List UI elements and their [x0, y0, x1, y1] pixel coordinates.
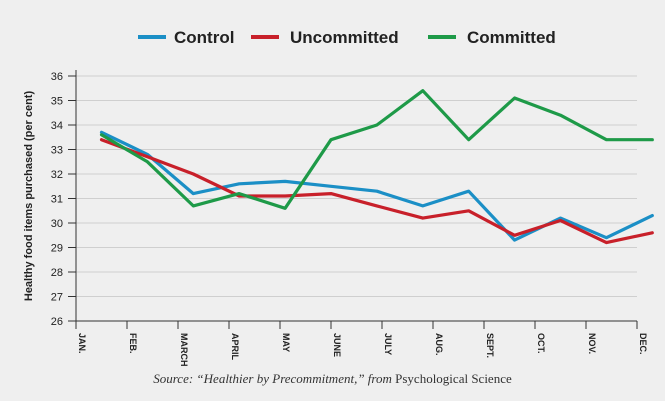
legend: Control Uncommitted Committed — [138, 28, 556, 47]
series-line-committed — [99, 89, 654, 210]
x-tick-label: SEPT. — [485, 333, 495, 358]
source-note: Source: “Healthier by Precommitment,” fr… — [0, 371, 665, 387]
x-tick-label: JUNE — [332, 333, 342, 357]
source-prefix: Source: “Healthier by Precommitment,” fr… — [153, 371, 396, 386]
y-tick-label: 29 — [51, 243, 63, 255]
y-tick-label: 31 — [51, 194, 63, 206]
x-tick-label: JULY — [383, 333, 393, 355]
y-tick-label: 27 — [51, 292, 63, 304]
y-axis-title: Healthy food items purchased (per cent) — [23, 91, 35, 302]
y-tick-label: 35 — [51, 96, 63, 108]
x-tick-label: OCT. — [536, 333, 546, 354]
legend-label-committed: Committed — [467, 28, 556, 47]
x-tick-label: JAN. — [77, 333, 87, 354]
legend-label-control: Control — [174, 28, 234, 47]
y-tick-label: 32 — [51, 169, 63, 181]
legend-label-uncommitted: Uncommitted — [290, 28, 399, 47]
source-journal: Psychological Science — [395, 371, 512, 386]
x-axis: JAN. FEB. MARCH APRIL MAY JUNE JULY AUG. SEPT. OC… — [75, 320, 648, 367]
y-tick-label: 30 — [51, 218, 63, 230]
y-tick-label: 36 — [51, 71, 63, 83]
x-tick-label: DEC. — [638, 333, 648, 355]
y-tick-label: 33 — [51, 145, 63, 157]
x-tick-label: AUG. — [434, 333, 444, 356]
x-tick-label: MARCH — [179, 333, 189, 367]
x-tick-label: FEB. — [128, 333, 138, 354]
x-tick-label: APRIL — [230, 333, 240, 361]
series-lines — [99, 89, 654, 245]
series-line-uncommitted — [99, 138, 654, 245]
series-line-control — [99, 130, 654, 242]
gridlines — [76, 75, 637, 322]
y-axis: 26 27 28 29 30 31 32 33 34 35 36 — [51, 70, 77, 329]
y-tick-label: 26 — [51, 316, 63, 328]
x-tick-label: NOV. — [587, 333, 597, 354]
y-tick-label: 34 — [51, 120, 63, 132]
x-tick-label: MAY — [281, 333, 291, 352]
y-tick-label: 28 — [51, 267, 63, 279]
